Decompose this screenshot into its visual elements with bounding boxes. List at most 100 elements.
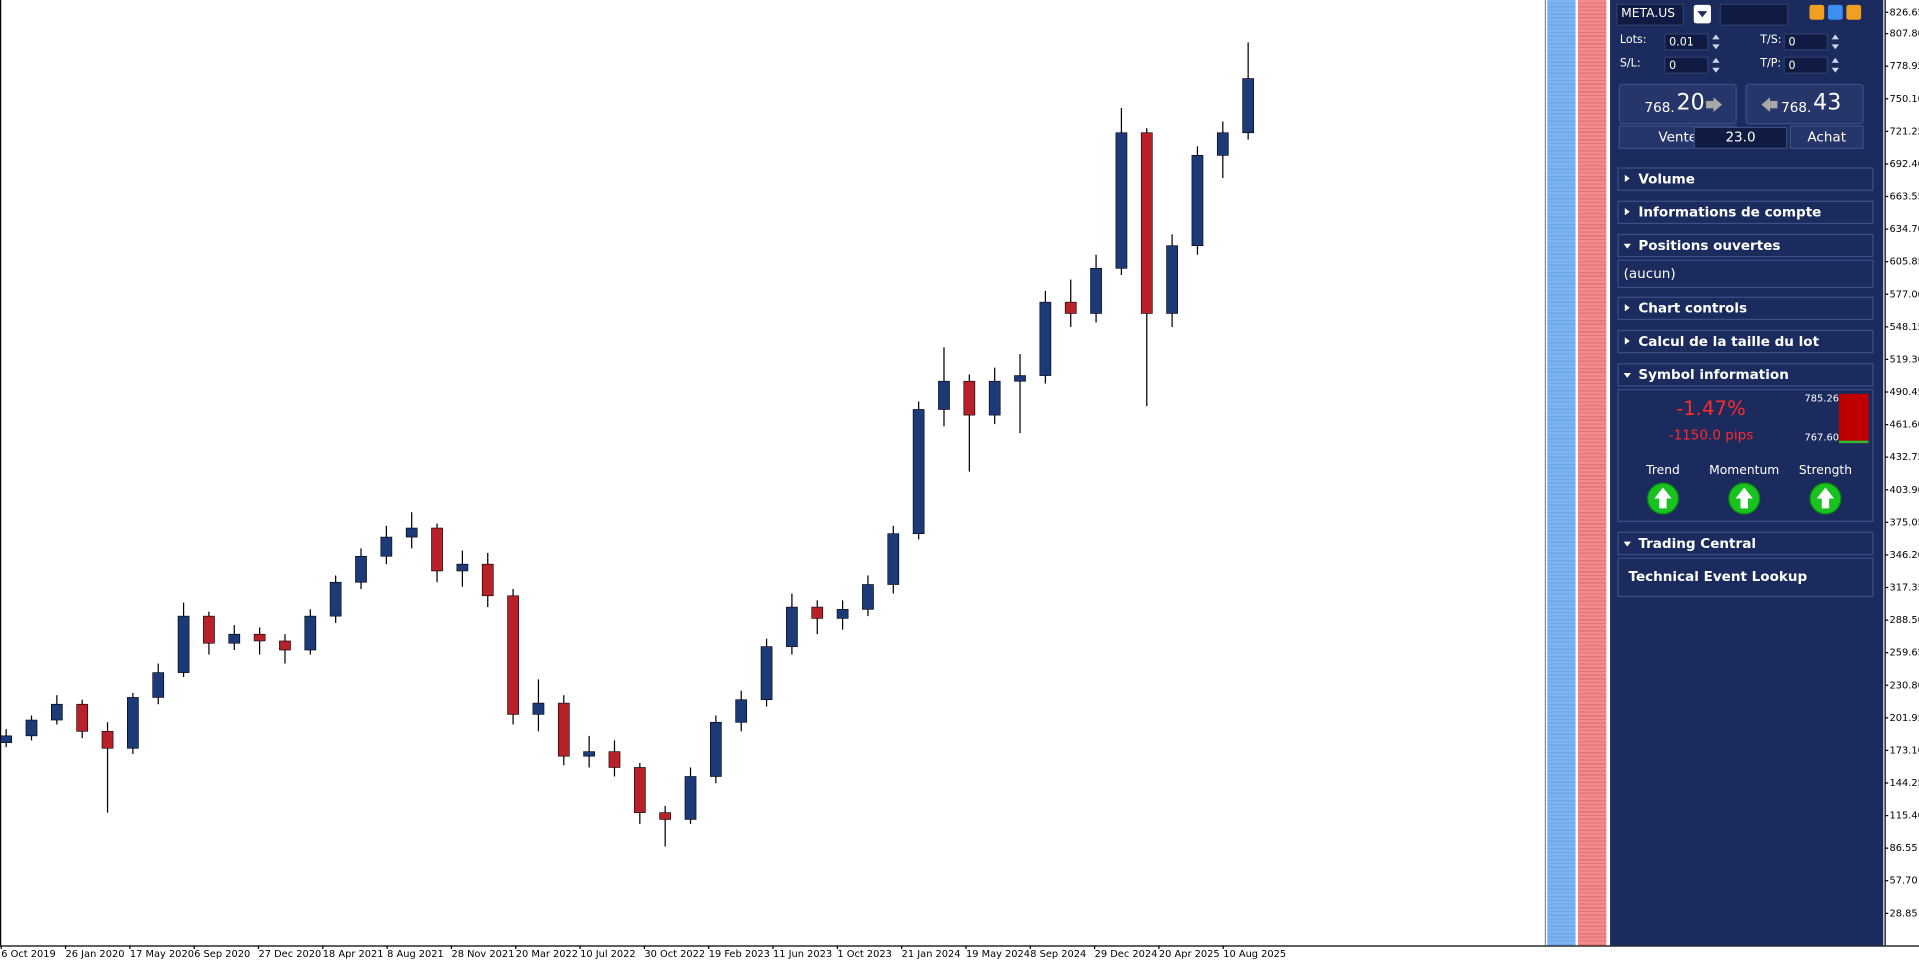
y-tick-label: 605.85 xyxy=(1889,257,1919,268)
section-header[interactable]: Trading Central xyxy=(1617,531,1874,556)
candle-body xyxy=(177,615,190,673)
ts-label: T/S: xyxy=(1760,34,1782,47)
candle-body xyxy=(51,703,63,721)
indicator-label: Strength xyxy=(1798,464,1853,478)
x-tick-label: 19 May 2024 xyxy=(966,949,1030,959)
candle-body xyxy=(836,609,849,619)
x-tick-label: 6 Sep 2020 xyxy=(194,949,250,959)
symbol-select[interactable]: META.US xyxy=(1616,3,1684,26)
buy-price-prefix: 768. xyxy=(1781,99,1812,116)
sl-input[interactable]: 0 xyxy=(1664,56,1709,74)
y-tick-label: 826.65 xyxy=(1889,7,1919,18)
y-tick-label: 548.15 xyxy=(1889,322,1919,333)
candle-body xyxy=(405,527,418,538)
buy-label[interactable]: Achat xyxy=(1789,125,1864,149)
section-title: Volume xyxy=(1638,171,1695,188)
ts-spinner[interactable] xyxy=(1830,33,1840,50)
candle-body xyxy=(1014,375,1026,382)
candle-body xyxy=(684,776,697,820)
momentum-up-icon xyxy=(1728,482,1761,515)
lots-spinner[interactable] xyxy=(1711,33,1721,50)
candle-body xyxy=(0,735,13,743)
x-tick-label: 20 Mar 2022 xyxy=(516,949,578,959)
search-input[interactable] xyxy=(1719,3,1789,26)
x-tick-label: 28 Nov 2021 xyxy=(451,949,514,959)
technical-event-lookup[interactable]: Technical Event Lookup xyxy=(1617,557,1874,597)
section-header[interactable]: Chart controls xyxy=(1617,296,1874,321)
range-bar xyxy=(1838,393,1869,444)
x-tick-label: 11 Jun 2023 xyxy=(773,949,832,959)
y-tick-label: 173.10 xyxy=(1889,745,1919,756)
icon-copy[interactable] xyxy=(1809,4,1825,20)
section-title: Trading Central xyxy=(1638,535,1756,552)
candle-body xyxy=(431,527,443,572)
candle-body xyxy=(279,640,291,651)
tp-spinner[interactable] xyxy=(1830,57,1840,74)
candle-body xyxy=(481,563,494,597)
candle-body xyxy=(912,409,925,534)
y-tick-label: 346.20 xyxy=(1889,550,1919,561)
lots-input[interactable]: 0.01 xyxy=(1664,33,1709,51)
candle-body xyxy=(1242,78,1254,134)
section-title: Symbol information xyxy=(1638,366,1789,383)
candle-body xyxy=(203,615,215,644)
candle-body xyxy=(1216,132,1229,156)
x-tick-label: 10 Aug 2025 xyxy=(1223,949,1286,959)
x-tick-label: 29 Dec 2024 xyxy=(1095,949,1158,959)
candle-body xyxy=(380,536,393,557)
range-high: 785.26 xyxy=(1804,392,1839,404)
candle-body xyxy=(1064,301,1077,314)
y-tick-label: 577.00 xyxy=(1889,289,1919,300)
candle-body xyxy=(557,702,570,757)
sell-button[interactable]: 768. 20 xyxy=(1618,83,1737,125)
y-tick-label: 317.35 xyxy=(1889,583,1919,594)
buy-arrow xyxy=(1761,97,1771,113)
tp-input[interactable]: 0 xyxy=(1783,56,1828,74)
y-tick-label: 778.95 xyxy=(1889,61,1919,72)
candle-body xyxy=(608,751,621,768)
candle-body xyxy=(253,633,266,642)
icon-layout[interactable] xyxy=(1846,4,1862,20)
candle-body xyxy=(304,615,317,651)
section-header[interactable]: Volume xyxy=(1617,167,1874,191)
section-header[interactable]: Informations de compte xyxy=(1617,200,1874,225)
dropdown-button[interactable] xyxy=(1693,4,1711,24)
candle-body xyxy=(760,646,773,701)
y-tick-label: 28.85 xyxy=(1889,908,1917,919)
x-tick-label: 6 Oct 2019 xyxy=(1,949,56,959)
buy-stripe xyxy=(1547,0,1576,946)
candle-body xyxy=(811,606,824,619)
section-title: Informations de compte xyxy=(1638,204,1822,221)
x-tick-label: 26 Jan 2020 xyxy=(66,949,125,959)
buy-button[interactable]: 768. 43 xyxy=(1745,83,1864,125)
sl-spinner[interactable] xyxy=(1711,57,1721,74)
y-tick-label: 692.40 xyxy=(1889,159,1919,170)
sell-stripe xyxy=(1578,0,1607,946)
y-tick-label: 634.70 xyxy=(1889,224,1919,235)
y-tick-label: 201.95 xyxy=(1889,713,1919,724)
section-header[interactable]: Calcul de la taille du lot xyxy=(1617,329,1874,354)
symbol-info-content: -1.47% -1150.0 pips 785.26 767.60 Trend … xyxy=(1617,388,1874,522)
section-header[interactable]: Symbol information xyxy=(1617,363,1874,387)
candle-body xyxy=(228,633,241,644)
icon-settings[interactable] xyxy=(1827,4,1843,20)
ts-input[interactable]: 0 xyxy=(1783,33,1828,51)
y-tick-label: 721.25 xyxy=(1889,126,1919,137)
candle-body xyxy=(1090,267,1102,314)
buy-price-digits: 43 xyxy=(1813,89,1842,116)
section-title: Positions ouvertes xyxy=(1638,237,1781,254)
candle-body xyxy=(1191,155,1204,247)
indicator-label: Trend xyxy=(1646,464,1680,478)
candle-body xyxy=(355,555,367,583)
candle-body xyxy=(633,767,646,813)
lots-label: Lots: xyxy=(1619,34,1647,47)
y-tick-label: 259.65 xyxy=(1889,648,1919,659)
x-tick-label: 1 Oct 2023 xyxy=(837,949,892,959)
candle-body xyxy=(659,812,672,820)
section-header[interactable]: Positions ouvertes xyxy=(1617,233,1874,258)
candle-body xyxy=(583,751,595,757)
candle-body xyxy=(988,380,1001,416)
candle-body xyxy=(887,533,900,585)
y-tick-label: 230.80 xyxy=(1889,680,1919,691)
x-tick-label: 18 Apr 2021 xyxy=(323,949,384,959)
